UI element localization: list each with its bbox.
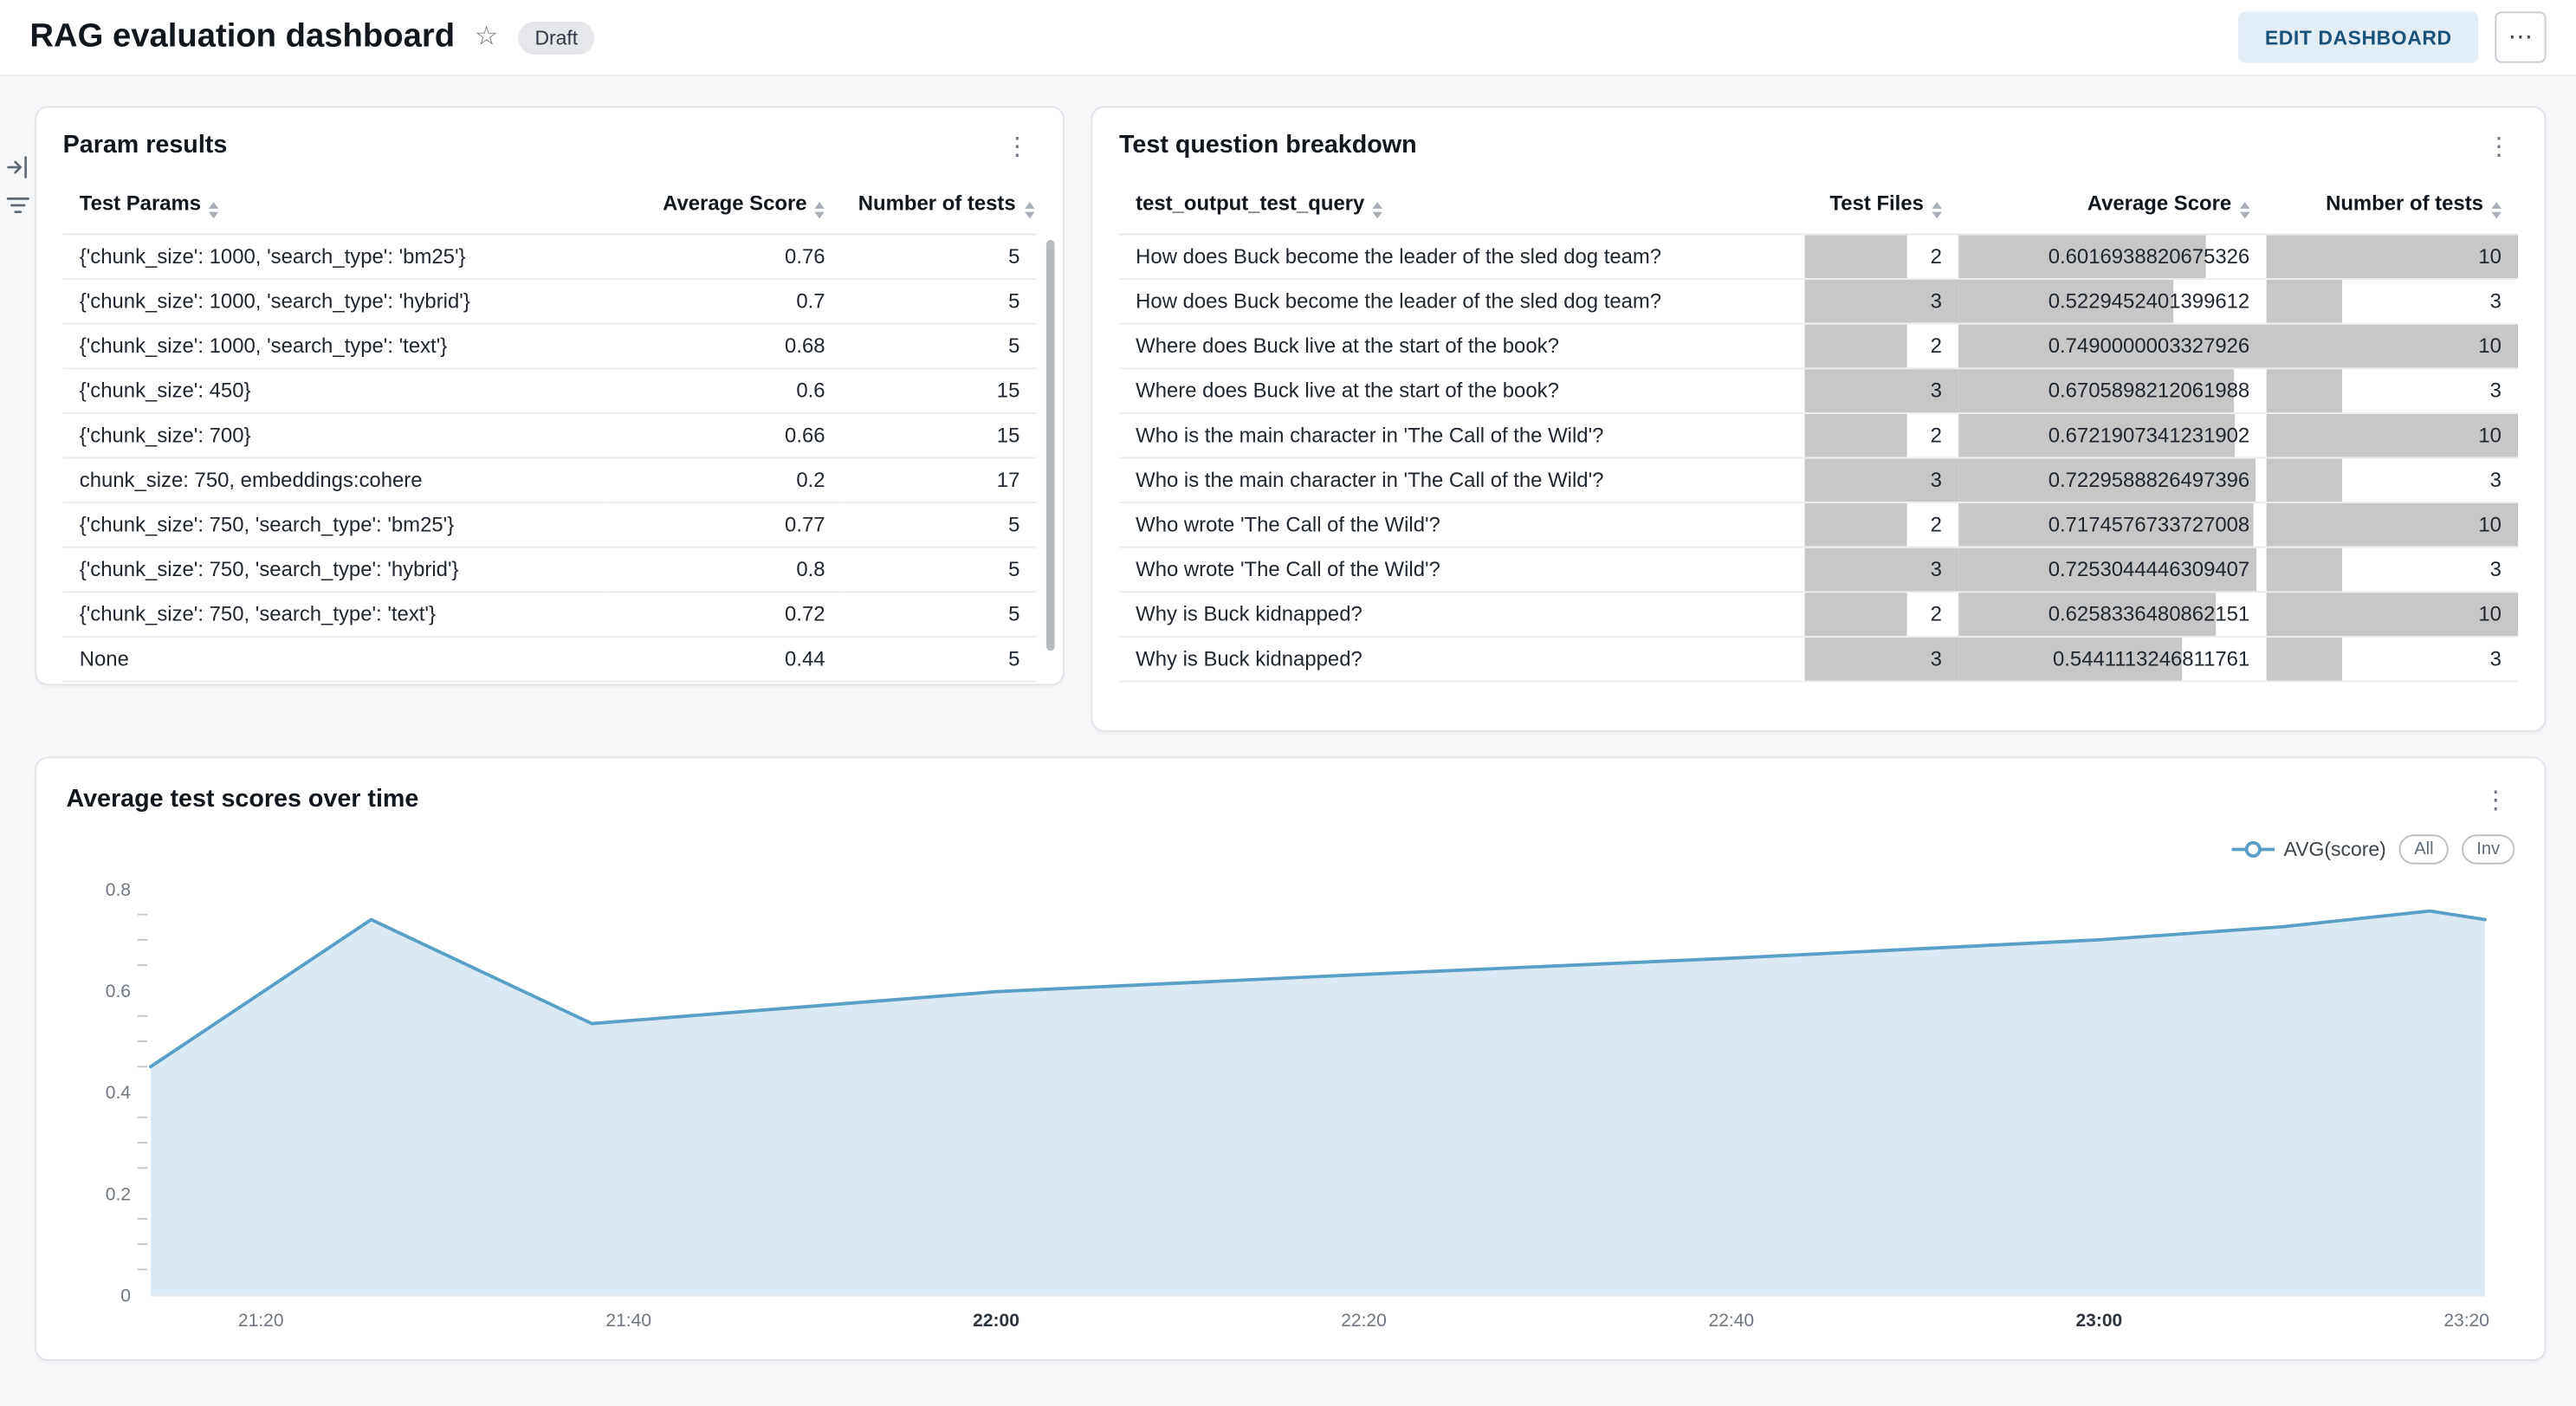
svg-text:22:20: 22:20 [1341,1311,1387,1331]
sort-icon [2240,197,2249,224]
param-results-table: Test Params Average Score Number of test… [62,182,1037,683]
header-kebab-button[interactable]: ⋯ [2495,11,2547,63]
table-row: Why is Buck kidnapped? 2 0.625833648086215… [1119,592,2519,638]
table-row: chunk_size: 750, embeddings:cohere 0.2 17 [62,457,1037,504]
sort-icon [1024,197,1033,224]
question-breakdown-table: test_output_test_query Test Files Averag… [1119,182,2519,683]
collapse-panel-icon[interactable] [7,156,30,179]
table-row: {'chunk_size': 750, 'search_type': 'text… [62,592,1037,638]
svg-text:0: 0 [120,1286,131,1306]
page-title: RAG evaluation dashboard [29,18,456,55]
card-menu-icon[interactable]: ⋮ [2482,786,2508,815]
table-scrollbar[interactable] [1045,240,1055,651]
table-row: {'chunk_size': 1000, 'search_type': 'bm2… [62,234,1037,281]
legend-item[interactable]: AVG(score) [2230,838,2386,861]
card-title: Param results [62,130,228,159]
table-row: {'chunk_size': 1000, 'search_type': 'hyb… [62,279,1037,325]
table-row: {'chunk_size': 1000, 'search_type': 'tex… [62,323,1037,370]
table-row: Who is the main character in 'The Call o… [1119,457,2519,504]
sort-icon [210,197,219,224]
filter-icon[interactable] [6,196,30,216]
chart-legend: AVG(score) All Inv [2230,834,2515,865]
edit-dashboard-button[interactable]: EDIT DASHBOARD [2238,11,2479,63]
legend-inv-button[interactable]: Inv [2462,834,2515,865]
table-row: Who is the main character in 'The Call o… [1119,412,2519,459]
table-row: Who wrote 'The Call of the Wild'? 3 0.7253… [1119,547,2519,593]
svg-text:22:40: 22:40 [1709,1311,1755,1331]
status-badge: Draft [518,20,595,55]
card-title: Average test scores over time [66,784,419,813]
card-menu-icon[interactable]: ⋮ [1005,132,1030,161]
svg-text:21:20: 21:20 [238,1311,284,1331]
svg-text:21:40: 21:40 [605,1311,651,1331]
legend-all-button[interactable]: All [2399,834,2449,865]
table-row: How does Buck become the leader of the s… [1119,279,2519,325]
column-header-test-params[interactable]: Test Params [62,182,608,236]
sort-icon [1932,197,1941,224]
svg-text:23:00: 23:00 [2075,1311,2122,1331]
param-results-tbody: {'chunk_size': 1000, 'search_type': 'bm2… [62,234,1037,683]
column-header-test-files[interactable]: Test Files [1804,182,1959,236]
table-row: {'chunk_size': 700} 0.66 15 [62,412,1037,459]
table-row: {'chunk_size': 750, 'search_type': 'bm25… [62,502,1037,548]
header: RAG evaluation dashboard ☆ Draft EDIT DA… [0,0,2576,76]
svg-text:0.6: 0.6 [106,982,131,1001]
column-header-number-of-tests[interactable]: Number of tests [841,182,1037,236]
table-row: Where does Buck live at the start of the… [1119,323,2519,370]
sort-icon [2492,197,2502,224]
legend-series-label: AVG(score) [2283,838,2386,861]
sort-icon [1373,197,1382,224]
sort-icon [815,197,825,224]
svg-text:0.2: 0.2 [106,1184,131,1204]
table-row: Where does Buck live at the start of the… [1119,368,2519,414]
svg-text:22:00: 22:00 [973,1311,1019,1331]
scores-chart[interactable]: 0 0.2 0.4 0.6 0.8 21:20 21:40 22:00 22:20 22:40 23… [36,858,2547,1354]
svg-text:0.4: 0.4 [106,1083,132,1103]
column-header-average-score[interactable]: Average Score [1958,182,2267,236]
param-results-card: Param results ⋮ Test Params Average Scor… [35,106,1065,686]
column-header-test-query[interactable]: test_output_test_query [1119,182,1805,236]
table-row: {'chunk_size': 750, 'search_type': 'hybr… [62,547,1037,593]
card-title: Test question breakdown [1119,130,1417,159]
table-row: Why is Buck kidnapped? 3 0.544111324681176… [1119,636,2519,683]
card-menu-icon[interactable]: ⋮ [2486,132,2512,161]
column-header-number-of-tests[interactable]: Number of tests [2266,182,2519,236]
table-row: None 0.44 5 [62,636,1037,683]
column-header-average-score[interactable]: Average Score [607,182,842,236]
star-icon[interactable]: ☆ [475,22,499,51]
table-row: Who wrote 'The Call of the Wild'? 2 0.7174… [1119,502,2519,548]
scores-chart-card: Average test scores over time ⋮ AVG(scor… [35,756,2547,1362]
table-row: How does Buck become the leader of the s… [1119,234,2519,281]
svg-text:0.8: 0.8 [106,880,131,900]
question-breakdown-card: Test question breakdown ⋮ test_output_te… [1091,106,2547,732]
breakdown-tbody: How does Buck become the leader of the s… [1119,234,2519,683]
series-marker-icon [2230,840,2275,859]
table-row: {'chunk_size': 450} 0.6 15 [62,368,1037,414]
left-rail [6,156,30,216]
svg-text:23:20: 23:20 [2443,1311,2489,1331]
